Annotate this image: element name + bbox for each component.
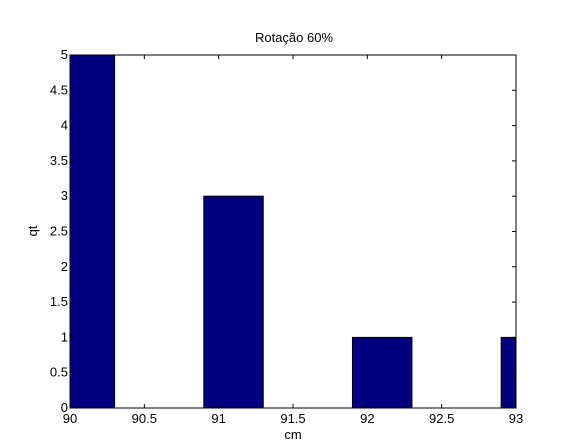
y-tick-label: 3.5 [50,153,68,168]
y-tick-label: 4.5 [50,82,68,97]
x-axis-label: cm [284,427,301,442]
x-axis: 90 90.5 91 91.5 92 92.5 93 [63,55,523,426]
y-tick-label: 3 [61,188,68,203]
chart-title: Rotação 60% [255,30,333,45]
y-tick-label: 1.5 [50,294,68,309]
y-tick-label: 2 [61,259,68,274]
y-axis-label: qt [25,225,40,236]
x-tick-label: 92.5 [429,411,454,426]
y-tick-label: 0 [61,400,68,415]
bar-1 [203,195,264,408]
y-tick-label: 5 [61,47,68,62]
bars-group [70,55,516,408]
x-tick-label: 92 [360,411,374,426]
y-tick-label: 2.5 [50,224,68,239]
x-tick-label: 91 [211,411,225,426]
y-axis: 0 0.5 1 1.5 2 2.5 3 3.5 4 4.5 5 [50,47,516,415]
plot-area-frame [69,54,517,409]
y-tick-label: 4 [61,118,68,133]
x-tick-label: 90 [63,411,77,426]
y-tick-label: 1 [61,329,68,344]
bar-2 [351,336,413,408]
bar-0 [70,55,116,408]
x-tick-label: 91.5 [280,411,305,426]
x-tick-label: 93 [509,411,523,426]
x-tick-label: 90.5 [132,411,157,426]
y-tick-label: 0.5 [50,365,68,380]
